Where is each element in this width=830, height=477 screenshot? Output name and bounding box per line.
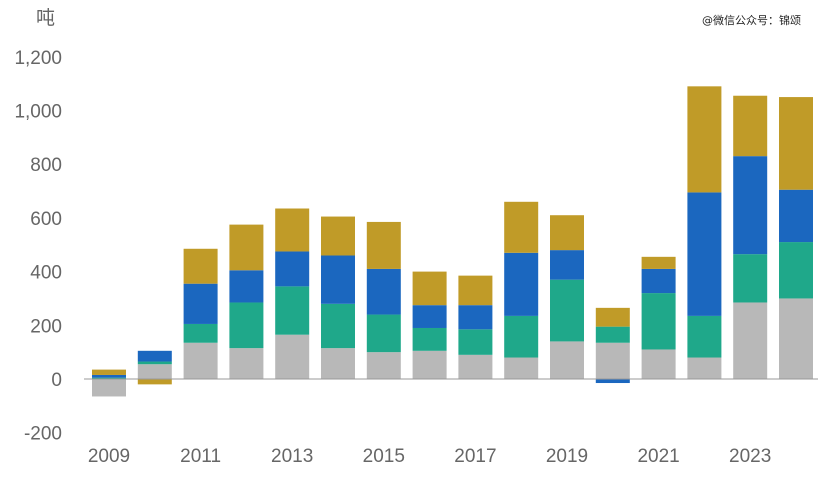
bar-segment-2020-s3 [595,379,630,384]
bar-segment-2013-s2 [275,286,310,335]
bar-segment-2021-s1 [641,349,676,379]
bar-segment-2013-s3 [275,251,310,287]
bar-segment-2010-s4 [137,379,172,385]
bar-segment-2017-s3 [458,305,493,330]
bar-segment-2019-s2 [550,279,584,342]
bar-segment-2018-s4 [504,201,539,253]
bar-segment-2023-s1 [733,302,768,379]
y-tick-label: 200 [30,316,62,337]
bar-segment-2014-s1 [321,348,355,379]
bar-segment-2010-s2 [137,361,172,365]
bar-segment-2010-s3 [137,350,172,362]
bar-segment-2010-s1 [137,364,172,379]
y-axis-unit-label: 吨 [36,7,55,29]
y-axis-ticks: -200 0 200 400 600 800 1,000 1,200 [14,48,62,445]
bar-segment-2017-s2 [458,329,493,355]
y-tick-label: 1,200 [14,48,62,69]
bar-segment-2012-s1 [229,348,264,379]
y-tick-label: 0 [51,370,62,391]
bars [92,86,813,397]
bar-segment-2022-s3 [687,192,722,316]
bar-segment-2017-s1 [458,354,493,379]
bar-segment-2020-s4 [595,307,630,327]
x-tick-label: 2017 [454,446,496,467]
watermark: @微信公众号：锦颂 [702,13,801,27]
bar-segment-2024-s1 [779,298,813,379]
bar-segment-2009-s2 [92,377,126,379]
bar-segment-2014-s4 [321,216,355,256]
x-axis-ticks: 2009 2011 2013 2015 2017 2019 2021 2023 [88,446,771,467]
x-tick-label: 2015 [363,446,405,467]
bar-segment-2020-s1 [595,342,630,379]
bar-segment-2024-s3 [779,189,813,243]
bar-segment-2018-s2 [504,315,539,358]
bar-segment-2014-s3 [321,255,355,304]
y-tick-label: 800 [30,155,62,176]
bar-segment-2019-s4 [550,215,584,251]
y-tick-label: 1,000 [14,102,62,123]
bar-segment-2016-s2 [412,327,447,351]
y-tick-label: -200 [24,424,62,445]
bar-segment-2015-s2 [366,314,401,353]
bar-segment-2013-s1 [275,334,310,379]
bar-segment-2019-s3 [550,250,584,280]
bar-segment-2020-s2 [595,326,630,343]
bar-segment-2022-s2 [687,315,722,358]
bar-segment-2016-s4 [412,271,447,306]
bar-segment-2011-s2 [183,323,218,343]
bar-segment-2015-s1 [366,352,401,379]
bar-segment-2022-s1 [687,357,722,379]
bar-segment-2009-s4 [92,369,126,375]
bar-segment-2009-s3 [92,374,126,378]
bar-segment-2012-s2 [229,302,264,349]
x-tick-label: 2021 [637,446,679,467]
x-tick-label: 2019 [546,446,588,467]
bar-segment-2023-s3 [733,156,768,255]
bar-segment-2012-s3 [229,270,264,303]
bar-segment-2009-s1 [92,379,126,397]
bar-segment-2021-s4 [641,256,676,269]
bar-segment-2011-s1 [183,342,218,379]
bar-segment-2018-s1 [504,357,539,379]
bar-segment-2019-s1 [550,341,584,379]
bar-segment-2018-s3 [504,252,539,316]
bar-segment-2012-s4 [229,224,264,271]
bar-segment-2021-s2 [641,293,676,350]
bar-segment-2017-s4 [458,275,493,306]
bar-segment-2016-s1 [412,350,447,379]
x-tick-label: 2013 [271,446,313,467]
x-tick-label: 2009 [88,446,130,467]
y-tick-label: 400 [30,263,62,284]
bar-segment-2015-s4 [366,221,401,269]
bar-segment-2024-s2 [779,242,813,299]
bar-segment-2014-s2 [321,303,355,349]
x-tick-label: 2023 [729,446,771,467]
bar-segment-2024-s4 [779,97,813,190]
bar-segment-2022-s4 [687,86,722,193]
bar-segment-2015-s3 [366,268,401,315]
y-tick-label: 600 [30,209,62,230]
bar-segment-2021-s3 [641,268,676,294]
bar-segment-2023-s2 [733,254,768,303]
bar-segment-2011-s4 [183,248,218,284]
bar-segment-2023-s4 [733,95,768,157]
bar-segment-2016-s3 [412,305,447,328]
bar-segment-2011-s3 [183,283,218,324]
x-tick-label: 2011 [180,446,221,467]
bar-segment-2013-s4 [275,208,310,252]
